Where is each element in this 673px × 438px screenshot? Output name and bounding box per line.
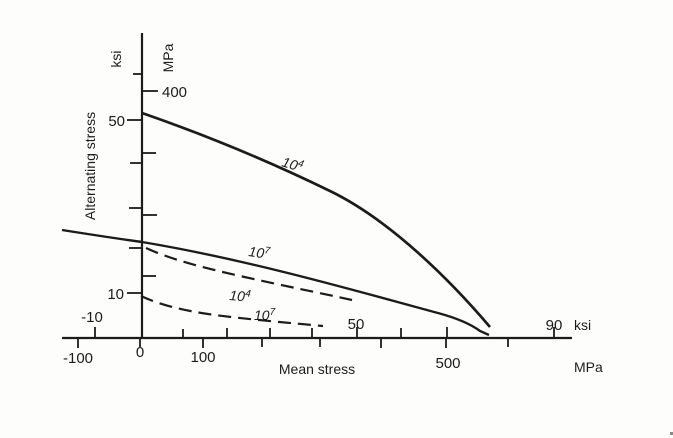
y-axis-ksi-unit: ksi <box>108 50 124 67</box>
x-tick-100mpa: 100 <box>190 349 215 366</box>
y-tick-400mpa: 400 <box>162 84 187 101</box>
label-exponent: 7 <box>270 307 276 318</box>
label-exponent: 4 <box>245 288 252 299</box>
label-curve-1e7-dashed: 107 <box>254 307 276 323</box>
y-tick-50ksi: 50 <box>108 113 125 130</box>
y-axis-mpa-unit: MPa <box>160 43 176 72</box>
curve-1e7-solid <box>61 228 490 337</box>
label-exponent: 7 <box>264 245 271 257</box>
y-tick-10ksi: 10 <box>107 286 124 303</box>
label-base: 10 <box>229 287 246 304</box>
x-axis-ticks-mpa <box>77 338 509 348</box>
y-axis-ticks-ksi <box>127 73 143 294</box>
label-base: 10 <box>254 307 270 323</box>
x-tick-minus10ksi: -10 <box>81 309 103 326</box>
x-tick-500mpa: 500 <box>435 355 460 372</box>
x-tick-0mpa: 0 <box>136 344 144 361</box>
y-axis-ticks-mpa <box>142 90 158 277</box>
label-curve-1e4-dashed: 104 <box>229 287 252 305</box>
x-tick-minus100mpa: -100 <box>63 350 93 367</box>
x-axis-mpa-unit: MPa <box>574 359 603 375</box>
x-axis-title: Mean stress <box>279 361 355 377</box>
label-curve-1e4-solid: 104 <box>280 154 305 176</box>
label-curve-1e7-solid: 107 <box>248 243 272 262</box>
curve-1e4-solid <box>141 111 492 328</box>
label-base: 10 <box>280 154 300 174</box>
label-base: 10 <box>248 243 266 261</box>
x-tick-50ksi: 50 <box>348 316 365 333</box>
x-axis-ksi-unit: ksi <box>574 317 591 333</box>
curve-1e7-dashed <box>140 295 324 328</box>
scan-artifact-dot <box>670 432 673 435</box>
curve-1e4-dashed <box>145 246 353 302</box>
x-axis-ticks-ksi <box>94 327 555 338</box>
y-axis-title: Alternating stress <box>82 112 98 220</box>
x-tick-90ksi: 90 <box>546 317 563 334</box>
label-exponent: 4 <box>296 158 305 170</box>
